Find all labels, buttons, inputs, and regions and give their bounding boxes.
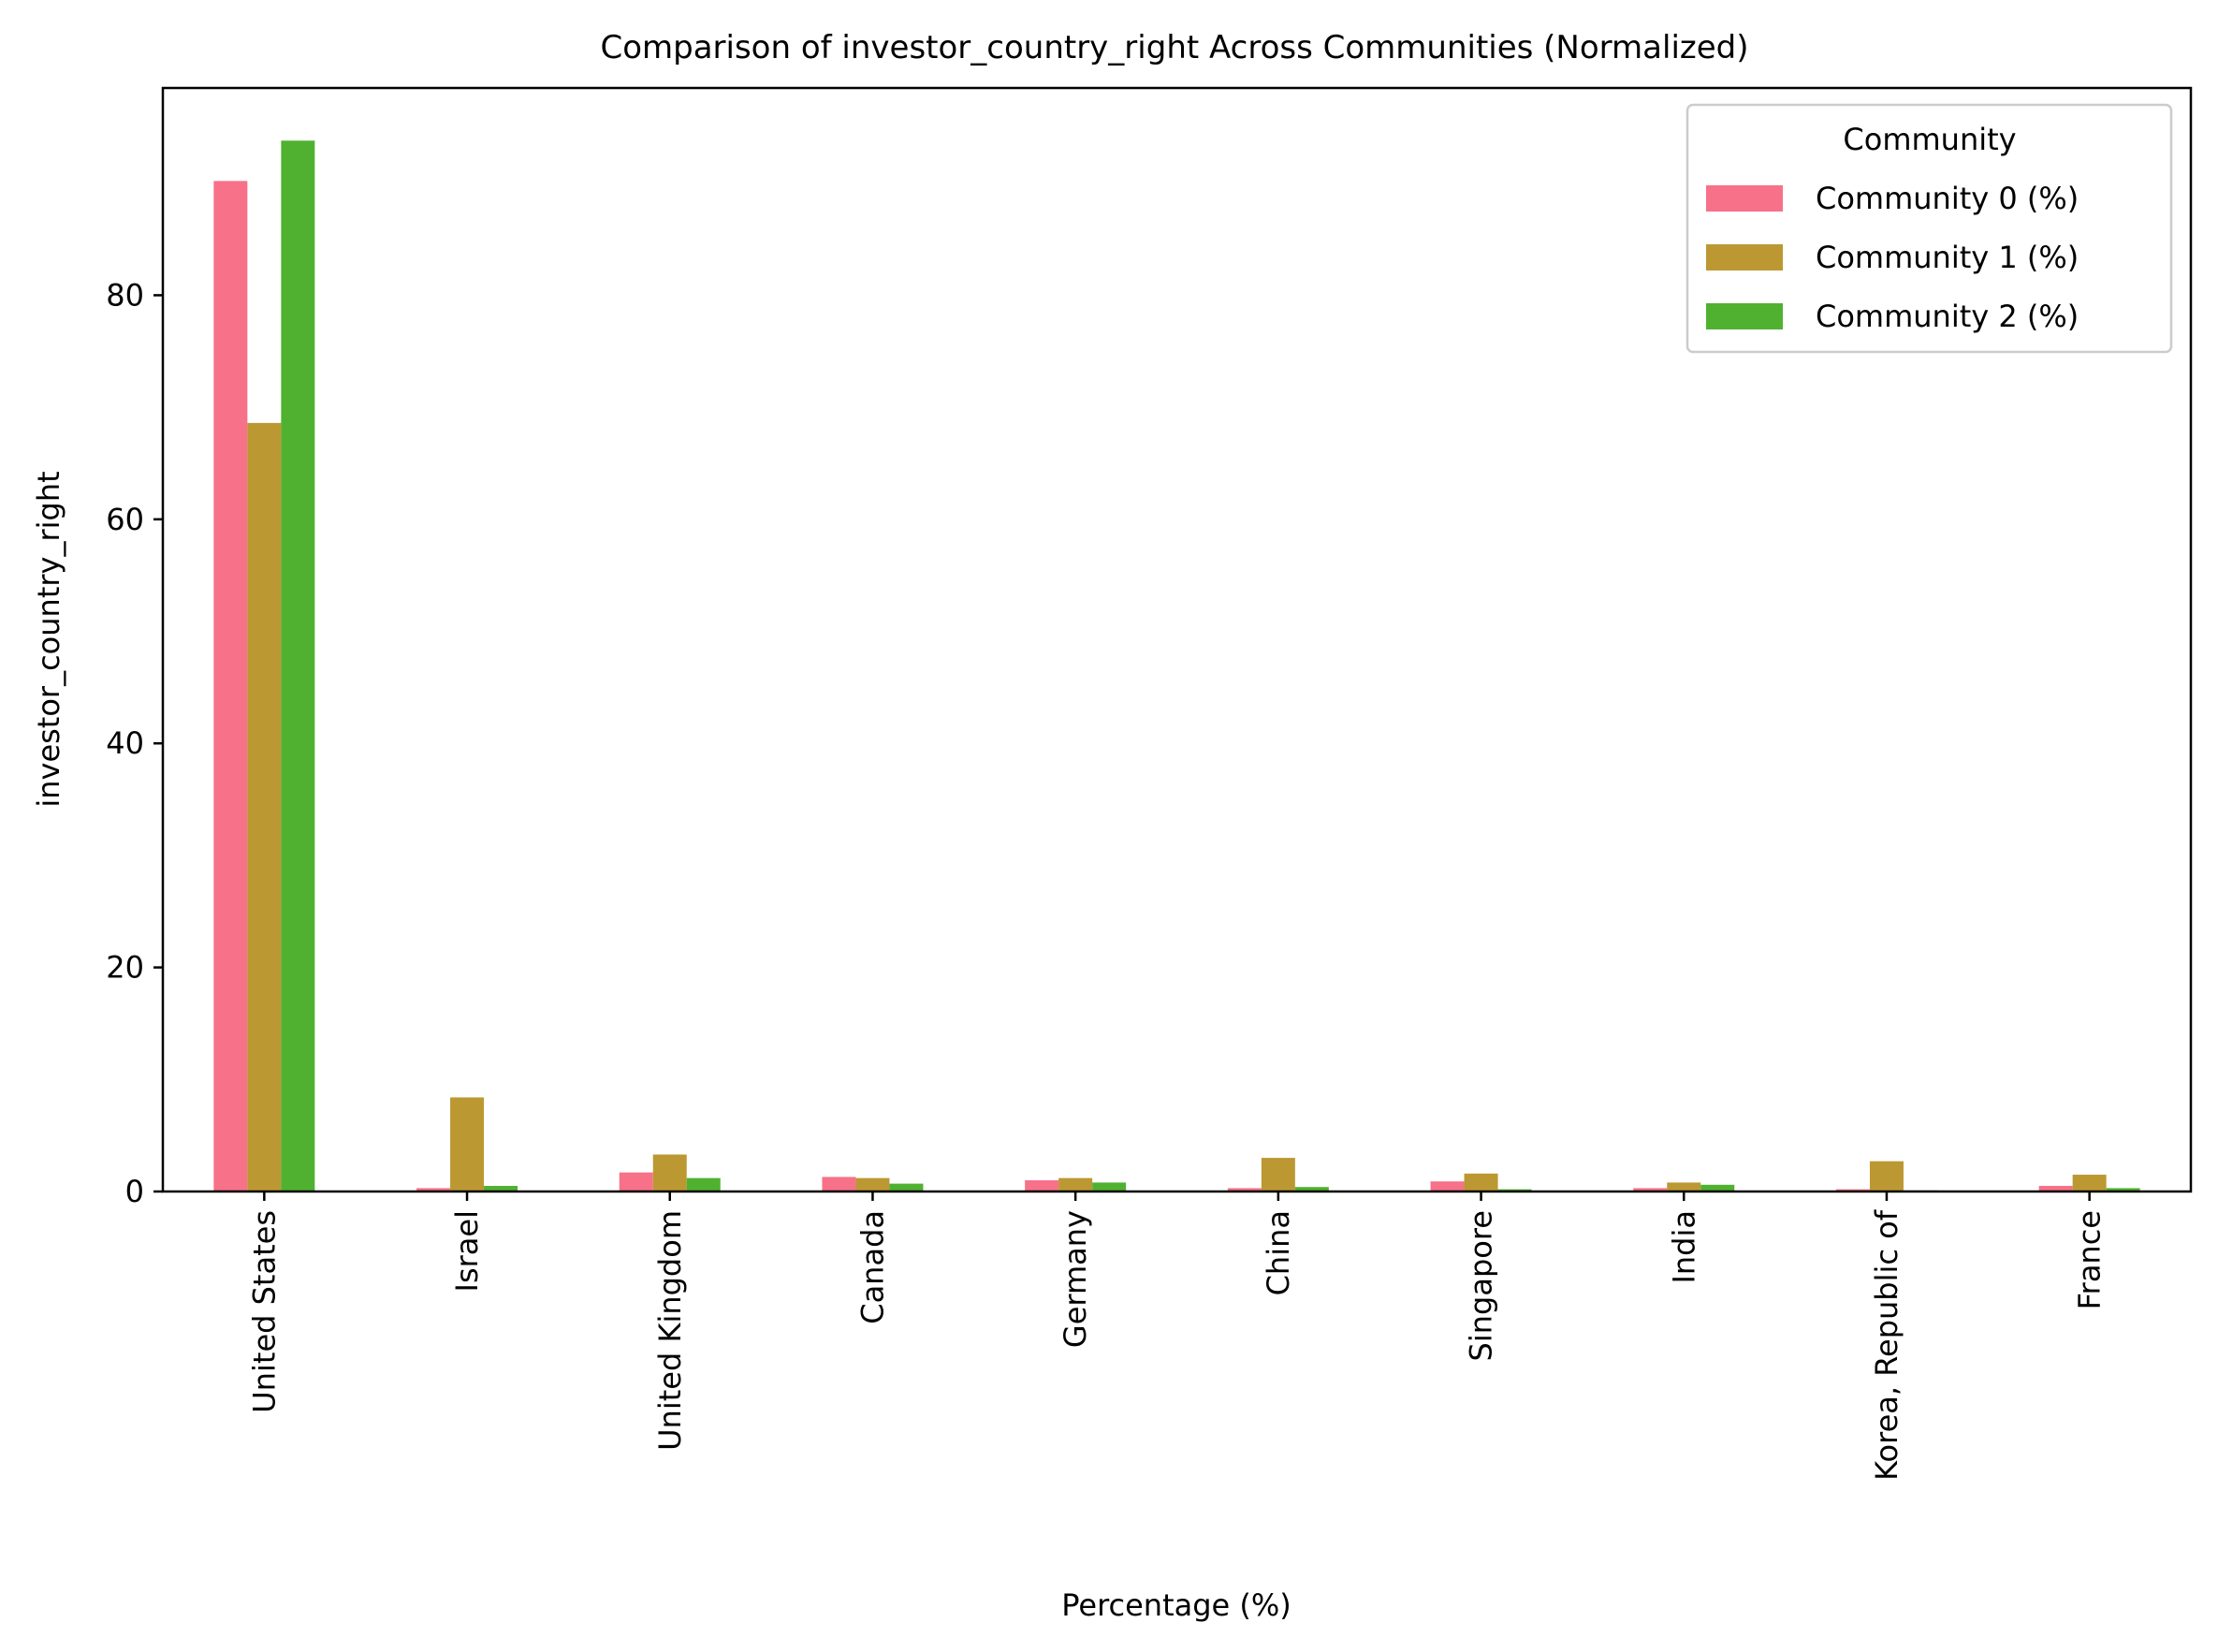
bar-7-0	[1633, 1188, 1668, 1191]
legend-swatch	[1706, 185, 1783, 212]
bar-0-1	[247, 422, 282, 1191]
plot-frame	[161, 86, 2193, 1193]
x-tick-label: China	[1261, 1210, 1296, 1295]
x-tick-label: India	[1666, 1210, 1701, 1284]
legend-swatch	[1706, 303, 1783, 329]
legend-entries: Community 0 (%) Community 1 (%) Community …	[1706, 181, 2079, 334]
bar-0-0	[213, 181, 248, 1192]
bar-7-2	[1700, 1184, 1735, 1191]
x-tick-label: Germany	[1058, 1210, 1093, 1348]
x-tick-label: United Kingdom	[652, 1210, 688, 1451]
x-tick-label: Canada	[854, 1210, 890, 1324]
chart-title: Comparison of investor_country_right Acr…	[600, 29, 1748, 66]
x-axis-label: Percentage (%)	[1061, 1587, 1291, 1623]
bar-6-0	[1430, 1181, 1465, 1191]
bar-8-1	[1869, 1161, 1904, 1191]
y-tick-label: 40	[106, 725, 144, 761]
x-tick-label: Korea, Republic of	[1869, 1209, 1904, 1481]
y-tick-label: 80	[106, 277, 144, 313]
legend-title: Community	[1843, 122, 2016, 157]
x-tick-label: Israel	[449, 1210, 485, 1292]
bar-9-0	[2038, 1186, 2073, 1191]
y-axis: 0 20 40 60 80	[106, 277, 163, 1209]
bar-4-1	[1058, 1177, 1093, 1191]
bar-1-0	[416, 1188, 451, 1191]
legend: Community Community 0 (%) Community 1 (%)…	[1685, 103, 2173, 354]
bar-2-0	[619, 1172, 653, 1191]
legend-label: Community 1 (%)	[1816, 240, 2079, 275]
y-tick-label: 20	[106, 950, 144, 986]
bar-3-2	[889, 1183, 924, 1191]
bar-5-2	[1294, 1187, 1329, 1191]
legend-label: Community 2 (%)	[1816, 299, 2079, 334]
x-tick-label: Singapore	[1464, 1210, 1499, 1361]
legend-swatch	[1706, 244, 1783, 270]
bar-3-0	[822, 1177, 856, 1191]
bar-0-2	[281, 140, 315, 1191]
bars-layer	[213, 140, 2140, 1192]
x-tick-label: United States	[246, 1210, 282, 1413]
y-axis-label: investor_country_right	[31, 471, 66, 807]
bar-3-1	[855, 1177, 890, 1191]
x-axis: United States Israel United Kingdom Canada G…	[246, 1191, 2108, 1481]
bar-2-1	[652, 1154, 687, 1191]
bar-6-1	[1464, 1173, 1498, 1191]
bar-4-2	[1092, 1182, 1127, 1191]
legend-box	[1685, 103, 2173, 354]
y-tick-label: 0	[125, 1174, 144, 1209]
bar-1-2	[484, 1186, 518, 1191]
x-tick-label: France	[2072, 1210, 2108, 1309]
bar-2-2	[686, 1177, 721, 1191]
legend-label: Community 0 (%)	[1816, 181, 2079, 216]
bar-5-0	[1227, 1188, 1262, 1191]
bar-4-0	[1025, 1180, 1059, 1191]
bar-9-2	[2106, 1188, 2140, 1191]
bar-5-1	[1261, 1158, 1295, 1191]
bar-9-1	[2072, 1175, 2107, 1191]
bar-7-1	[1667, 1182, 1701, 1191]
bar-1-1	[450, 1097, 485, 1191]
y-tick-label: 60	[106, 502, 144, 537]
